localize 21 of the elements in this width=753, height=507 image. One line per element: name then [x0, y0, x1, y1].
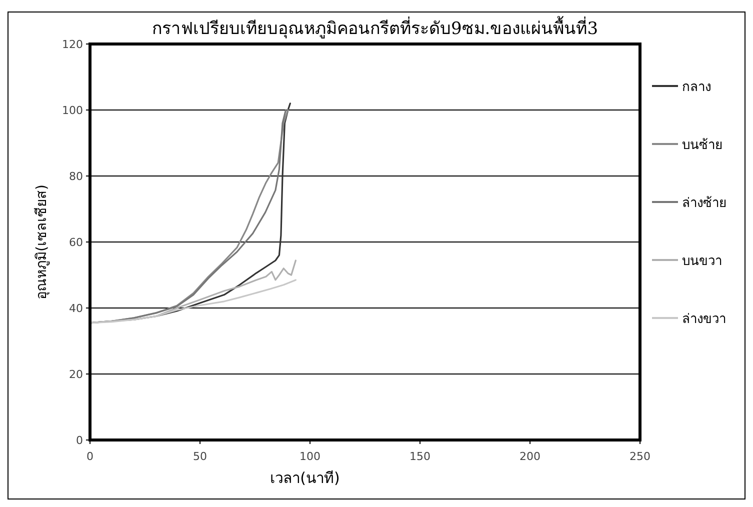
- x-tick-label: 250: [630, 450, 650, 463]
- y-axis-title: อุณหภูมิ(เซลเซียส): [34, 184, 50, 300]
- x-tick-label: 0: [86, 450, 94, 463]
- y-tick-label: 80: [69, 170, 83, 183]
- x-axis-title: เวลา(นาที): [270, 469, 340, 487]
- legend-label: ล่างซ้าย: [682, 196, 727, 211]
- x-tick-label: 150: [410, 450, 430, 463]
- x-tick-label: 200: [520, 450, 540, 463]
- legend-label: ล่างขวา: [682, 312, 726, 327]
- chart-title: กราฟเปรียบเทียบอุณหภูมิคอนกรีตที่ระดับ9ซม.ของแผ่นพื้นที่3: [152, 16, 598, 39]
- legend-label: กลาง: [682, 80, 711, 95]
- legend-label: บนขวา: [682, 254, 722, 269]
- y-tick-label: 60: [69, 236, 83, 249]
- y-tick-label: 100: [62, 104, 83, 117]
- legend-label: บนซ้าย: [682, 138, 723, 153]
- y-tick-label: 120: [62, 38, 83, 51]
- y-tick-label: 40: [69, 302, 83, 315]
- x-tick-label: 100: [300, 450, 320, 463]
- y-tick-label: 0: [76, 434, 83, 447]
- y-tick-label: 20: [69, 368, 83, 381]
- x-tick-label: 50: [193, 450, 207, 463]
